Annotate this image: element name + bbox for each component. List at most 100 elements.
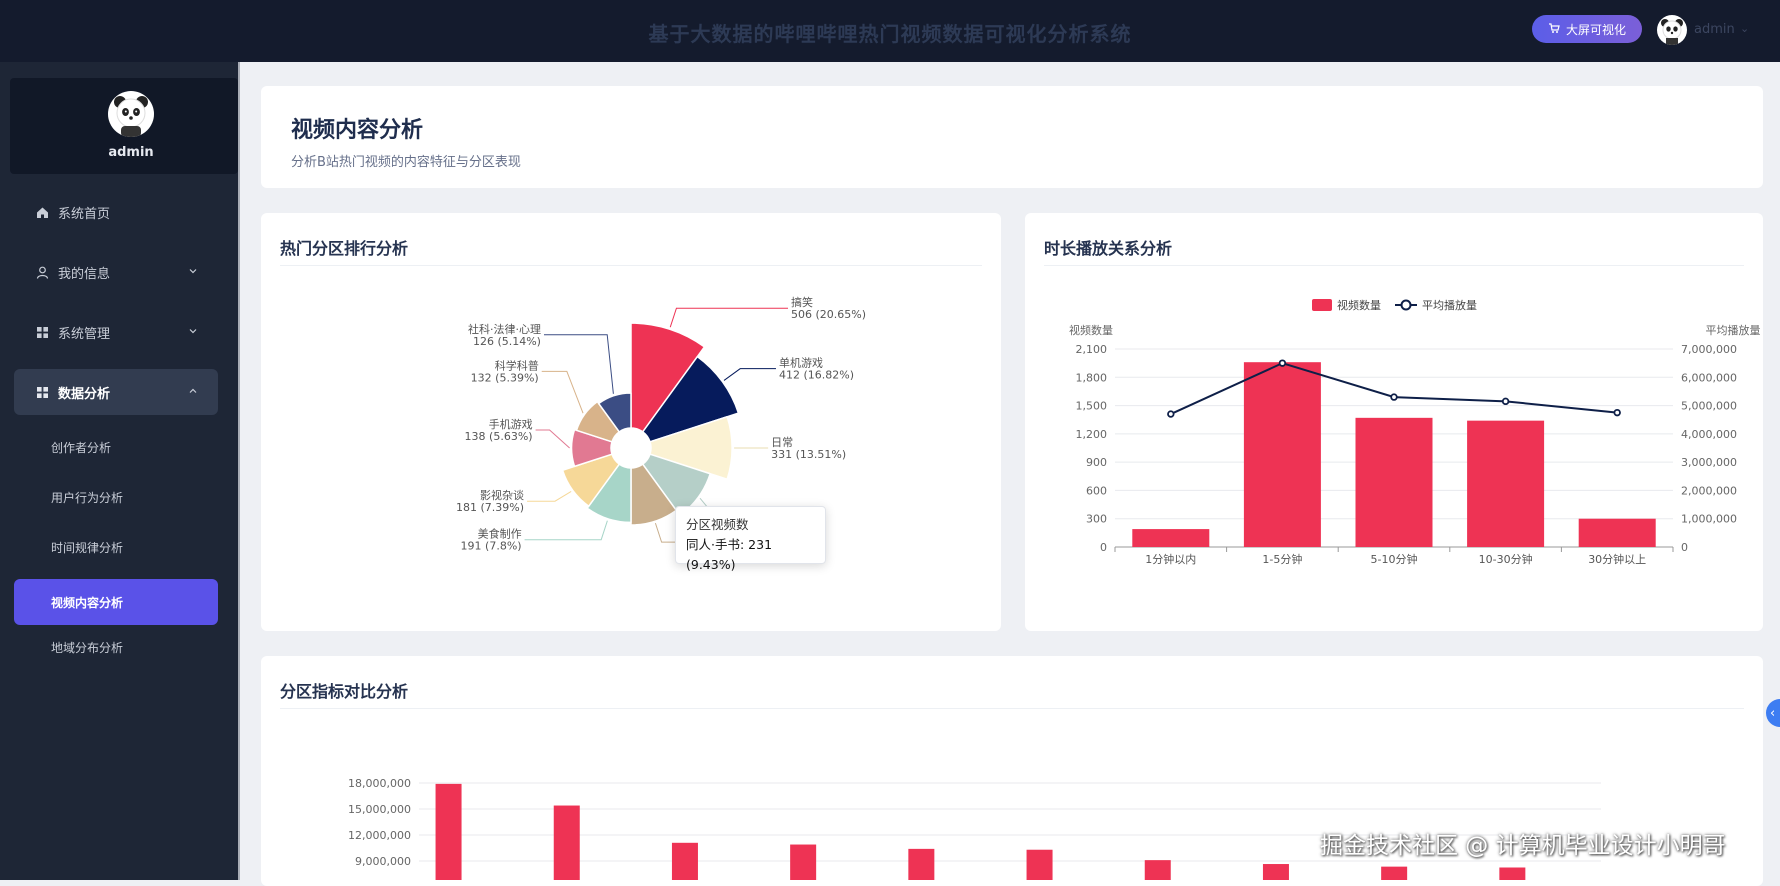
pie-slice[interactable] (649, 416, 733, 480)
legend-bar-label[interactable]: 视频数量 (1337, 298, 1381, 312)
tooltip-value: 同人·手书: 231 (9.43%) (686, 537, 773, 572)
page-subtitle: 分析B站热门视频的内容特征与分区表现 (291, 155, 521, 170)
system-title: 基于大数据的哔哩哔哩热门视频数据可视化分析系统 (648, 22, 1132, 46)
card-title: 时长播放关系分析 (1044, 239, 1173, 258)
y-tick-left: 1,500 (1076, 400, 1108, 413)
y-tick-left: 300 (1086, 513, 1107, 526)
user-icon (34, 264, 50, 280)
page-header-card: 视频内容分析 分析B站热门视频的内容特征与分区表现 (261, 86, 1763, 188)
sidebar-item-data-analysis[interactable]: 数据分析 (14, 369, 218, 415)
pie-label-value: 181 (7.39%) (456, 501, 524, 514)
pie-label-line (541, 370, 584, 414)
chart-tooltip: 分区视频数 同人·手书: 231 (9.43%) (675, 506, 826, 572)
sidebar-item-home[interactable]: 系统首页 (14, 189, 218, 235)
bar[interactable] (1499, 867, 1526, 881)
bar[interactable] (1262, 864, 1289, 880)
y-tick: 18,000,000 (348, 777, 411, 790)
y-tick-right: 6,000,000 (1681, 371, 1737, 384)
sidebar-subitem-time-pattern[interactable]: 时间规律分析 (51, 540, 124, 555)
sidebar-item-my-info[interactable]: 我的信息 (14, 249, 218, 295)
grid-icon (34, 384, 50, 400)
sidebar-subitem-video-content[interactable]: 视频内容分析 (14, 579, 218, 625)
chevron-down-icon[interactable]: ⌄ (1740, 22, 1750, 35)
collapse-tab[interactable]: ‹ (1766, 699, 1780, 727)
y-axis-left-title: 视频数量 (1069, 323, 1113, 337)
line-point[interactable] (1613, 408, 1621, 417)
line-point[interactable] (1501, 397, 1510, 406)
divider (280, 265, 982, 266)
bar[interactable] (908, 848, 935, 880)
line-point[interactable] (1278, 359, 1287, 367)
sidebar-item-label: 我的信息 (58, 266, 111, 282)
x-tick-label: 30分钟以上 (1588, 552, 1646, 566)
pie-slice[interactable] (630, 322, 706, 433)
x-tick-label: 1分钟以内 (1145, 552, 1196, 566)
card-title: 热门分区排行分析 (280, 239, 409, 258)
divider (280, 708, 1744, 709)
bar[interactable] (1355, 417, 1433, 547)
pie-slice[interactable] (561, 453, 620, 507)
pie-slice[interactable] (597, 392, 632, 433)
y-tick: 15,000,000 (348, 803, 411, 816)
watermark: 掘金技术社区 @ 计算机毕业设计小明哥 (1320, 833, 1726, 859)
sidebar-subitem-creator[interactable]: 创作者分析 (51, 440, 112, 455)
pie-label-line (723, 368, 776, 381)
sidebar-item-label: 数据分析 (58, 386, 111, 402)
sidebar-subitem-user-behavior[interactable]: 用户行为分析 (51, 490, 124, 505)
pie-label-name: 日常 (771, 436, 793, 449)
bar[interactable] (1467, 420, 1545, 547)
avg-play-line[interactable] (1170, 362, 1618, 415)
bar[interactable] (1381, 866, 1408, 880)
username[interactable]: admin (1694, 22, 1735, 37)
bar[interactable] (1144, 860, 1171, 880)
avatar (108, 91, 154, 137)
bigscreen-button[interactable]: 大屏可视化 (1532, 15, 1642, 43)
legend-bar-swatch[interactable] (1312, 299, 1332, 311)
y-tick-right: 2,000,000 (1681, 484, 1737, 497)
pie-slice[interactable] (630, 463, 678, 526)
bar[interactable] (1243, 362, 1321, 547)
pie-label-line (527, 491, 572, 502)
pie-slice[interactable] (575, 400, 620, 443)
profile-panel: admin (10, 78, 238, 174)
bar[interactable] (1132, 529, 1210, 547)
chevron-up-icon (188, 385, 198, 400)
home-icon (34, 204, 50, 220)
y-tick-right: 5,000,000 (1681, 400, 1737, 413)
chevron-left-icon: ‹ (1770, 705, 1776, 721)
bar[interactable] (553, 805, 580, 880)
pie-label-name: 科学科普 (495, 358, 539, 372)
bar[interactable] (1026, 849, 1053, 880)
pie-slice[interactable] (586, 463, 632, 524)
pie-label-name: 搞笑 (791, 295, 813, 309)
y-axis-right-title: 平均播放量 (1706, 323, 1761, 337)
sidebar-item-system-management[interactable]: 系统管理 (14, 309, 218, 355)
pie-label-name: 社科·法律·心理 (468, 322, 541, 336)
legend-line-label[interactable]: 平均播放量 (1422, 298, 1477, 312)
y-tick-right: 4,000,000 (1681, 428, 1737, 441)
bar[interactable] (1578, 518, 1656, 547)
bar[interactable] (671, 842, 698, 880)
tooltip-title: 分区视频数 (686, 517, 749, 532)
avatar[interactable] (1657, 15, 1687, 45)
scrollbar[interactable] (238, 62, 240, 880)
pie-label-name: 影视杂谈 (480, 488, 524, 502)
y-tick-left: 2,100 (1076, 343, 1108, 356)
line-point[interactable] (1167, 410, 1175, 418)
sidebar-item-label: 系统管理 (58, 326, 111, 342)
y-tick-left: 600 (1086, 484, 1107, 497)
y-tick: 9,000,000 (355, 855, 411, 868)
partition-comparison-chart[interactable]: 18,000,000 15,000,000 12,000,000 9,000,000 (261, 656, 1763, 880)
y-tick-left: 1,800 (1076, 371, 1108, 384)
sidebar-subitem-region[interactable]: 地域分布分析 (51, 640, 124, 655)
pie-label-value: 331 (13.51%) (771, 448, 846, 461)
bar[interactable] (435, 783, 462, 880)
bar[interactable] (790, 844, 817, 880)
pie-label-name: 美食制作 (478, 527, 522, 541)
y-tick-left: 900 (1086, 456, 1107, 469)
line-point[interactable] (1390, 393, 1398, 401)
y-tick: 12,000,000 (348, 829, 411, 842)
comparison-chart-card: 分区指标对比分析 18,000,000 15,000,000 12,000,000 9… (261, 656, 1763, 886)
